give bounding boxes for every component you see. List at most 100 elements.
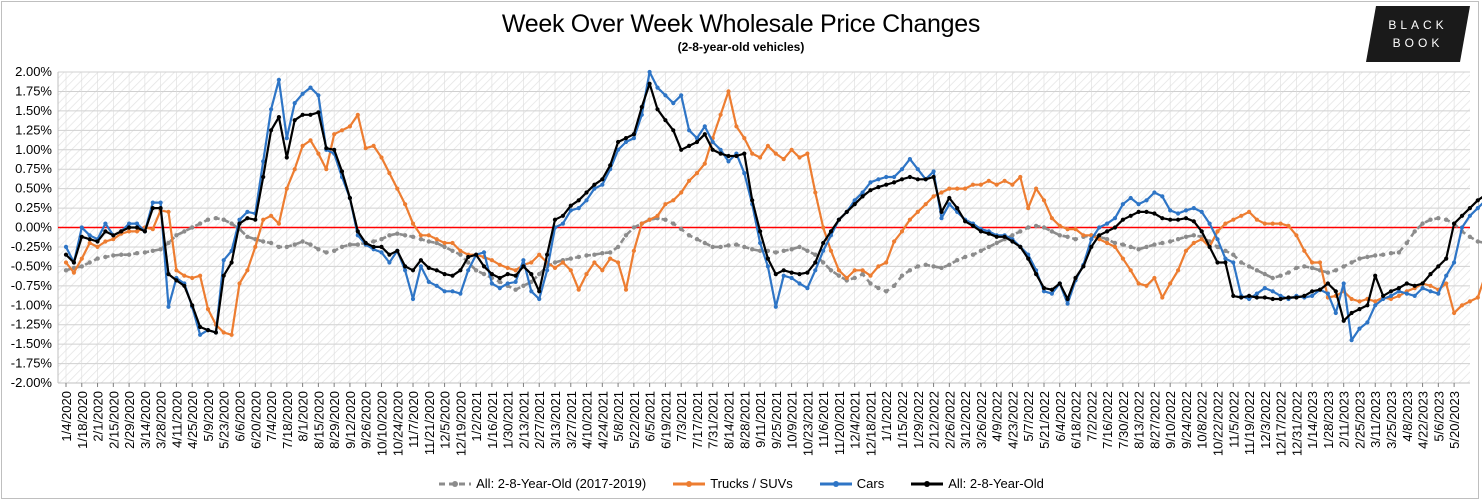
data-point xyxy=(892,180,897,185)
data-point xyxy=(726,159,731,164)
data-point xyxy=(1294,265,1299,271)
x-tick-label: 5/6/2023 xyxy=(1431,391,1446,442)
data-point xyxy=(765,264,771,269)
data-point xyxy=(1049,216,1054,221)
data-point xyxy=(600,268,605,273)
data-point xyxy=(852,268,857,273)
data-point xyxy=(229,332,234,337)
data-point xyxy=(907,217,913,222)
data-point xyxy=(1404,291,1409,296)
data-point xyxy=(1452,221,1457,226)
data-point xyxy=(616,147,621,152)
data-point xyxy=(1073,237,1078,242)
data-point xyxy=(718,112,723,117)
data-point xyxy=(521,264,526,269)
data-point xyxy=(387,252,392,257)
data-point xyxy=(860,271,865,277)
data-point xyxy=(1207,244,1212,249)
x-tick-label: 4/25/2020 xyxy=(185,391,200,449)
data-point xyxy=(1341,281,1346,286)
data-point xyxy=(1302,264,1307,269)
data-point xyxy=(537,289,542,294)
data-point xyxy=(292,101,297,106)
data-point xyxy=(1467,299,1472,304)
data-point xyxy=(126,252,132,257)
data-point xyxy=(1278,293,1283,298)
data-point xyxy=(1412,293,1417,298)
data-point xyxy=(962,254,968,260)
y-tick-label: -0.50% xyxy=(11,258,53,273)
data-point xyxy=(947,262,952,267)
data-point xyxy=(1412,229,1417,234)
data-point xyxy=(915,177,920,182)
data-point xyxy=(978,229,984,234)
data-point xyxy=(355,242,360,247)
data-point xyxy=(174,268,179,273)
x-tick-label: 1/15/2022 xyxy=(895,391,910,449)
x-tick-label: 11/7/2020 xyxy=(406,391,421,448)
data-point xyxy=(860,190,865,195)
data-point xyxy=(63,260,69,265)
data-point xyxy=(671,128,676,133)
data-point xyxy=(1152,275,1157,281)
data-point xyxy=(1278,221,1283,226)
x-tick-label: 6/4/2022 xyxy=(1053,391,1068,442)
data-point xyxy=(474,252,479,257)
data-point xyxy=(797,281,802,286)
data-point xyxy=(576,287,581,292)
data-point xyxy=(1152,190,1157,195)
data-point xyxy=(269,213,274,218)
data-point xyxy=(261,174,266,180)
data-point xyxy=(828,268,834,273)
data-point xyxy=(529,260,534,265)
data-point xyxy=(1041,286,1047,291)
x-tick-label: 4/8/2023 xyxy=(1400,391,1415,442)
x-tick-label: 2/11/2023 xyxy=(1337,391,1352,448)
data-point xyxy=(891,283,897,288)
data-point xyxy=(1120,242,1126,247)
data-point xyxy=(221,258,226,263)
data-point xyxy=(103,254,108,260)
data-point xyxy=(1136,202,1141,207)
x-tick-label: 10/23/2021 xyxy=(800,391,815,456)
data-point xyxy=(481,271,487,277)
y-tick-label: 0.50% xyxy=(15,181,52,196)
data-point xyxy=(750,198,755,203)
data-point xyxy=(694,139,700,145)
data-point xyxy=(1349,338,1354,343)
data-point xyxy=(978,182,984,187)
data-point xyxy=(773,272,778,277)
x-tick-label: 2/26/2022 xyxy=(942,391,957,449)
data-point xyxy=(1380,252,1386,257)
data-point xyxy=(1199,229,1204,234)
data-point xyxy=(1325,291,1330,296)
data-point xyxy=(1034,272,1039,277)
data-point xyxy=(1254,295,1259,300)
data-point xyxy=(237,221,242,226)
x-tick-label: 8/14/2021 xyxy=(722,391,737,449)
data-point xyxy=(276,221,281,226)
x-tick-label: 5/7/2022 xyxy=(1021,391,1036,442)
data-point xyxy=(529,272,534,277)
data-point xyxy=(1183,248,1189,253)
data-point xyxy=(781,273,786,278)
x-tick-label: 2/12/2022 xyxy=(927,391,942,449)
data-point xyxy=(1168,217,1173,222)
data-point xyxy=(316,93,321,98)
data-point xyxy=(403,268,408,273)
data-point xyxy=(947,186,952,191)
data-point xyxy=(1254,268,1260,273)
data-point xyxy=(190,303,195,308)
data-point xyxy=(931,264,936,269)
data-point xyxy=(1089,244,1094,249)
data-point xyxy=(671,198,676,203)
data-point xyxy=(1057,223,1062,228)
data-point xyxy=(1105,229,1110,234)
data-point xyxy=(418,264,423,269)
data-point xyxy=(1262,286,1267,291)
data-point xyxy=(592,186,597,191)
x-tick-label: 2/1/2020 xyxy=(91,391,106,442)
data-point xyxy=(758,229,763,234)
x-tick-label: 9/10/2022 xyxy=(1163,391,1178,449)
data-point xyxy=(166,209,171,214)
